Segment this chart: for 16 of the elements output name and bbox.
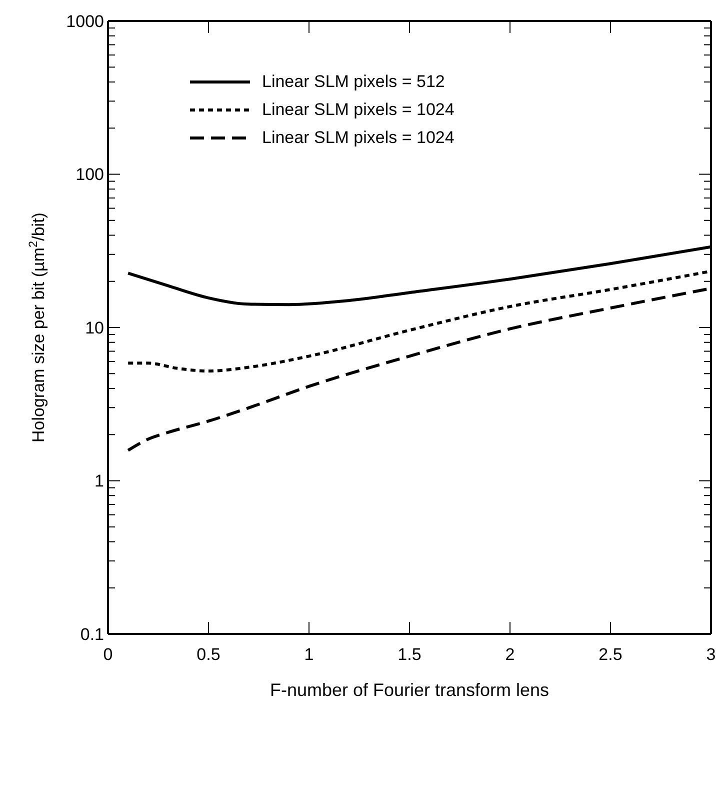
y-tick-label: 0.1 (80, 624, 104, 644)
x-axis-title: F-number of Fourier transform lens (270, 680, 550, 700)
y-tick-label: 10 (85, 318, 104, 338)
x-tick-label: 2 (505, 645, 515, 664)
y-tick-label: 1000 (66, 12, 104, 31)
y-tick-label: 1 (94, 472, 104, 491)
x-tick-label: 1.5 (398, 645, 422, 664)
x-tick-label: 0 (103, 645, 113, 664)
y-tick-label: 100 (76, 165, 104, 184)
legend-label: Linear SLM pixels = 1024 (262, 100, 454, 120)
legend-label: Linear SLM pixels = 1024 (262, 128, 454, 148)
x-tick-label: 3 (706, 645, 716, 664)
x-tick-label: 2.5 (598, 645, 622, 664)
legend-label: Linear SLM pixels = 512 (262, 72, 445, 92)
x-tick-label: 1 (304, 645, 314, 664)
x-tick-label: 0.5 (196, 645, 220, 664)
